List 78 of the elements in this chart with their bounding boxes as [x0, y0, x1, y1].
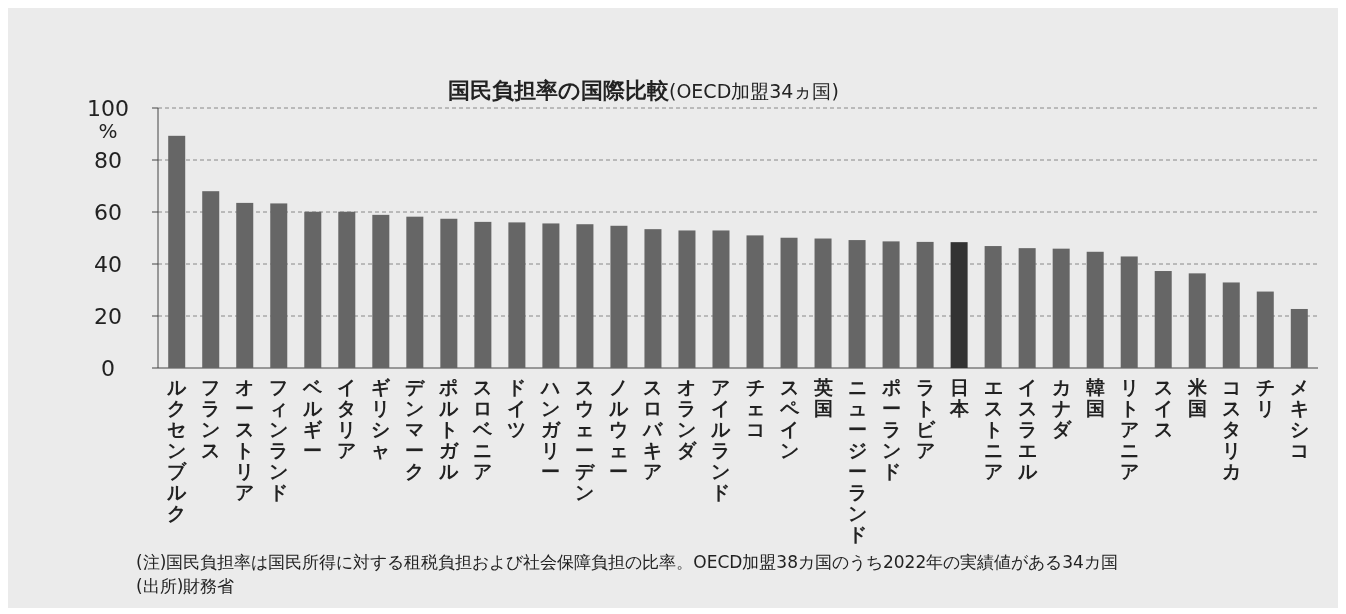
x-tick-label: スペイン	[778, 376, 800, 461]
y-tick-label: 80	[94, 147, 122, 173]
bar	[236, 202, 254, 368]
bar	[1256, 291, 1274, 368]
bar	[406, 216, 424, 368]
bar	[168, 135, 186, 368]
x-tick-label: リトアニア	[1119, 376, 1139, 482]
x-tick-label: イスラエル	[1016, 376, 1038, 482]
bar	[984, 246, 1002, 368]
bar	[440, 218, 458, 368]
x-tick-label: ポルトガル	[438, 376, 461, 482]
x-tick-label: ハンガリー	[539, 376, 563, 482]
x-tick-label: ギリシャ	[371, 376, 392, 461]
y-tick-label: 0	[101, 355, 115, 381]
x-tick-label: ドイツ	[507, 376, 527, 440]
x-tick-label: 日本	[948, 376, 970, 419]
bar	[1086, 251, 1104, 368]
bar	[542, 223, 560, 368]
bar	[848, 240, 866, 368]
x-tick-label: スロベニア	[472, 376, 494, 482]
x-tick-label: フランス	[201, 376, 221, 461]
x-tick-label: デンマーク	[405, 376, 427, 482]
y-tick-label: 100	[87, 95, 129, 121]
x-tick-label: メキシコ	[1289, 376, 1309, 461]
x-tick-label: ニュージーランド	[847, 376, 867, 545]
x-tick-label: アイルランド	[710, 376, 732, 503]
bar	[1018, 248, 1036, 368]
bar	[372, 214, 390, 368]
y-tick-label: 20	[94, 303, 122, 329]
x-tick-label: オランダ	[677, 376, 698, 461]
bar	[882, 241, 900, 368]
text: (出所)財務省	[136, 576, 235, 596]
x-tick-label: コスタリカ	[1221, 376, 1241, 482]
bar	[1120, 256, 1138, 368]
bar	[1052, 248, 1070, 368]
bar	[746, 235, 764, 368]
y-tick-label: 40	[94, 251, 122, 277]
bar	[338, 211, 356, 368]
bar	[270, 203, 288, 368]
x-tick-label: チェコ	[745, 376, 765, 440]
bar	[1188, 273, 1206, 368]
bar	[916, 241, 934, 368]
x-tick-label: ルクセンブルク	[166, 376, 188, 524]
bar	[712, 230, 730, 368]
x-tick-label: ポーランド	[880, 376, 901, 482]
x-tick-label: イタリア	[337, 376, 357, 461]
bar	[678, 230, 696, 368]
x-tick-label: ベルギー	[302, 376, 324, 461]
x-tick-label: 英国	[812, 376, 833, 419]
bar	[304, 211, 322, 368]
y-tick-label: 60	[94, 199, 122, 225]
x-tick-label: スウェーデン	[575, 376, 597, 503]
bar	[474, 221, 492, 368]
x-tick-label: 韓国	[1085, 376, 1105, 419]
x-tick-label: チリ	[1255, 376, 1275, 419]
bar	[610, 225, 628, 368]
bar	[508, 222, 526, 368]
text: (注)国民負担率は国民所得に対する租税負担および社会保障負担の比率。OECD加盟38カ国のうち2022年の実績値がある34カ国	[136, 552, 1118, 572]
bar	[1154, 271, 1172, 368]
bar	[644, 229, 662, 368]
bar	[1290, 308, 1308, 368]
x-tick-label: エストニア	[983, 376, 1003, 482]
chart-subtitle: (OECD加盟34ヵ国)	[669, 80, 839, 102]
x-tick-label: 米国	[1186, 376, 1208, 419]
bar	[576, 224, 594, 368]
x-tick-label: スイス	[1153, 376, 1173, 440]
bar	[950, 242, 968, 368]
x-tick-label: スロバキア	[642, 376, 665, 482]
bar	[780, 237, 798, 368]
y-axis-title: %	[98, 119, 118, 143]
x-tick-label: オーストリア	[235, 376, 255, 503]
bar	[202, 191, 220, 368]
bar	[1222, 282, 1240, 368]
x-tick-label: ノルウェー	[608, 376, 630, 482]
x-tick-label: カナダ	[1051, 376, 1072, 440]
x-tick-label: ラトビア	[915, 376, 936, 461]
x-tick-label: フィンランド	[269, 376, 289, 503]
bar	[814, 238, 832, 368]
